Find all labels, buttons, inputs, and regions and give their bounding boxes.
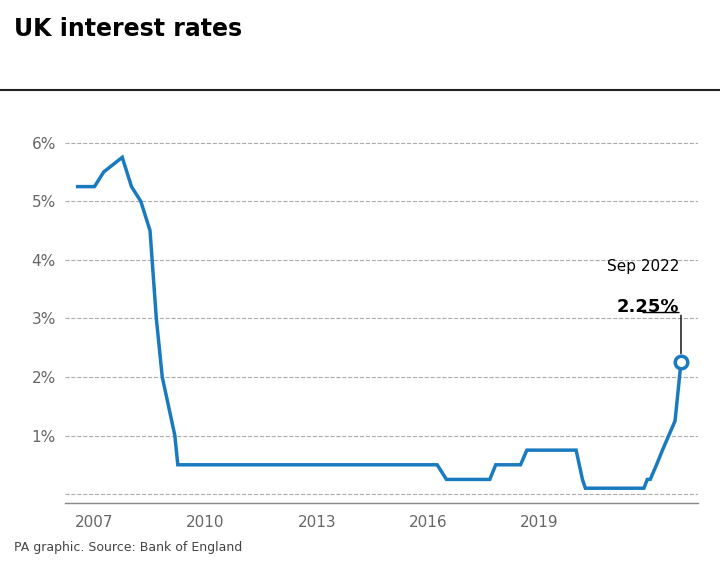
Text: UK interest rates: UK interest rates <box>14 17 243 41</box>
Text: PA graphic. Source: Bank of England: PA graphic. Source: Bank of England <box>14 541 243 554</box>
Text: Sep 2022: Sep 2022 <box>607 259 679 275</box>
Text: 2.25%: 2.25% <box>616 298 679 316</box>
